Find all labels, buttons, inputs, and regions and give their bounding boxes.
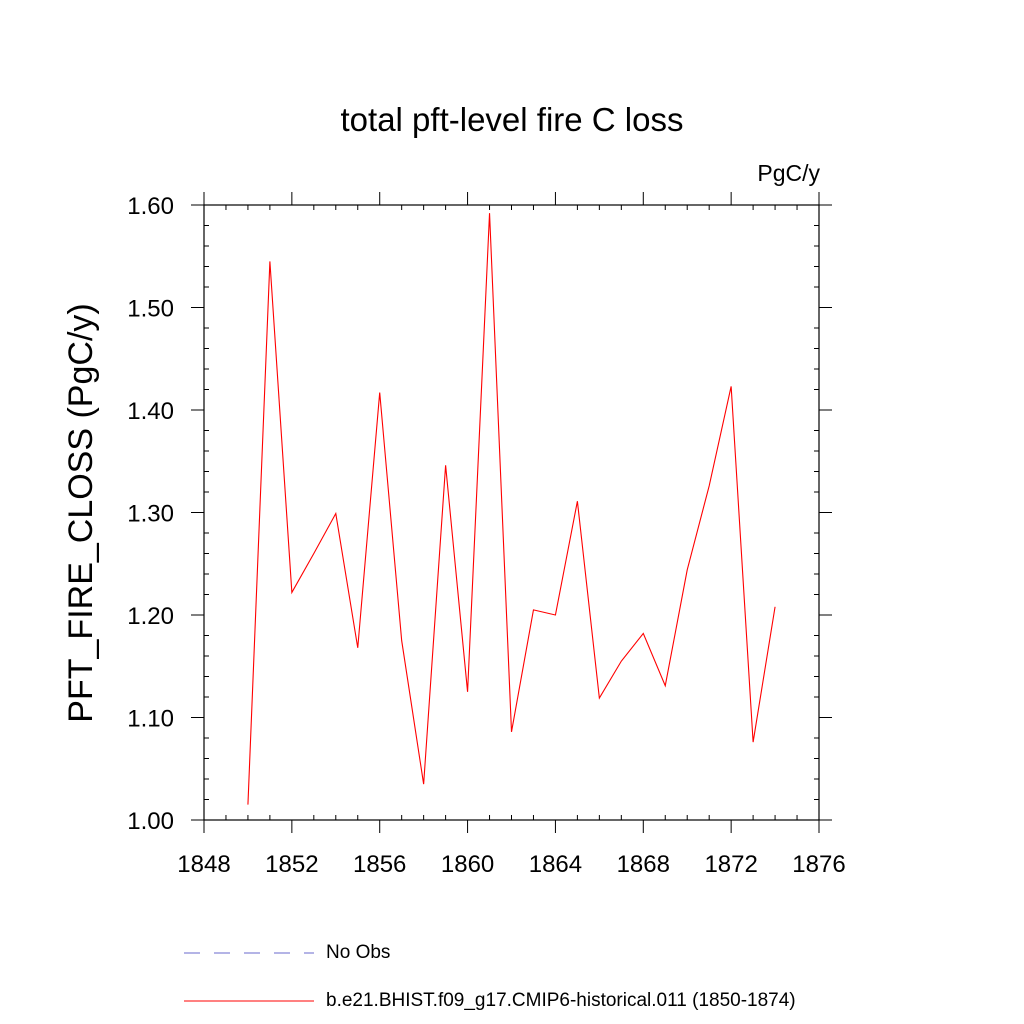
x-tick-label: 1856 (353, 851, 406, 878)
legend-label-no-obs: No Obs (326, 942, 391, 963)
legend-item-no-obs: No Obs (184, 941, 390, 965)
series-layer (247, 213, 776, 805)
x-tick-label: 1864 (529, 851, 582, 878)
y-tick-label: 1.30 (127, 501, 174, 528)
chart-title: total pft-level fire C loss (341, 101, 684, 138)
y-tick-label: 1.50 (127, 296, 174, 323)
units-label: PgC/y (757, 160, 820, 186)
y-tick-label: 1.60 (127, 193, 174, 220)
y-tick-label: 1.20 (127, 603, 174, 630)
legend-swatch-dashed (184, 952, 314, 954)
x-tick-label: 1852 (265, 851, 318, 878)
axis-ticks (191, 192, 832, 833)
legend-swatch-solid (184, 1000, 314, 1002)
y-axis-label: PFT_FIRE_CLOSS (PgC/y) (62, 303, 100, 722)
x-tick-label: 1876 (792, 851, 845, 878)
x-tick-label: 1872 (704, 851, 757, 878)
legend-label-historical: b.e21.BHIST.f09_g17.CMIP6-historical.011… (326, 990, 796, 1011)
axis-tick-labels: 1848 1852 1856 1860 1864 1868 1872 1876 1.00 1.10… (127, 193, 845, 878)
y-tick-label: 1.10 (127, 706, 174, 733)
y-tick-label: 1.00 (127, 808, 174, 835)
x-tick-label: 1868 (617, 851, 670, 878)
x-tick-label: 1860 (441, 851, 494, 878)
y-tick-label: 1.40 (127, 398, 174, 425)
x-tick-label: 1848 (177, 851, 230, 878)
legend-item-historical: b.e21.BHIST.f09_g17.CMIP6-historical.011… (184, 989, 796, 1013)
series-line (247, 213, 776, 805)
